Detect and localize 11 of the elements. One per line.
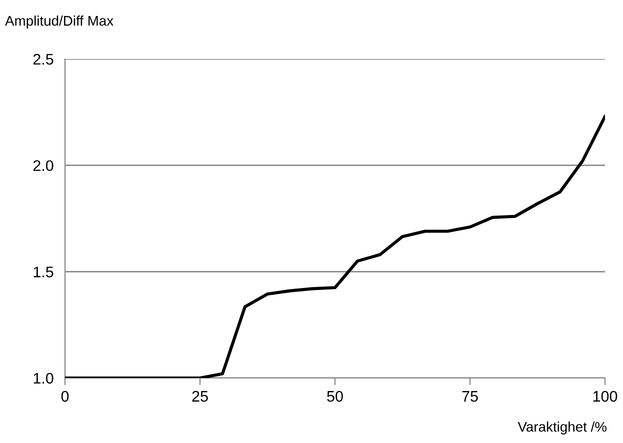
y-tick-label: 1.0 [34,372,54,384]
y-tick-label: 2.5 [33,54,54,65]
x-tick-label: 75 [462,391,478,402]
x-axis-title: Varaktighet /% [518,422,607,434]
y-tick-label: 2.0 [33,160,54,172]
y-tick-label: 1.5 [34,266,54,278]
x-tick-label: 100 [593,390,618,402]
x-tick-label: 25 [192,390,208,402]
x-tick-label: 50 [327,390,343,402]
y-axis-title: Amplitud/Diff Max [5,16,114,28]
x-tick-label: 0 [61,390,69,402]
